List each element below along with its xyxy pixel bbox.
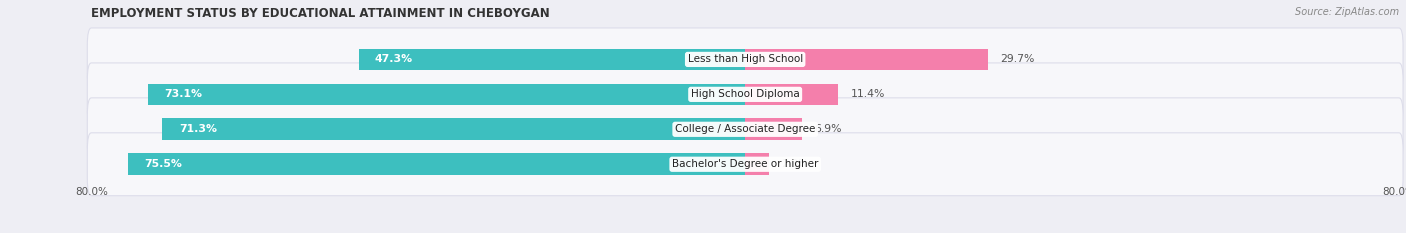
Text: High School Diploma: High School Diploma — [690, 89, 800, 99]
Text: 11.4%: 11.4% — [851, 89, 884, 99]
Legend: In Labor Force, Unemployed: In Labor Force, Unemployed — [652, 231, 838, 233]
Bar — [163, 118, 745, 140]
Text: 2.9%: 2.9% — [782, 159, 808, 169]
Bar — [128, 154, 745, 175]
Bar — [148, 84, 745, 105]
Text: College / Associate Degree: College / Associate Degree — [675, 124, 815, 134]
Text: 6.9%: 6.9% — [814, 124, 841, 134]
Bar — [745, 84, 838, 105]
FancyBboxPatch shape — [87, 133, 1403, 196]
Text: 71.3%: 71.3% — [179, 124, 217, 134]
Text: Source: ZipAtlas.com: Source: ZipAtlas.com — [1295, 7, 1399, 17]
Text: Less than High School: Less than High School — [688, 55, 803, 64]
Bar — [745, 154, 769, 175]
FancyBboxPatch shape — [87, 28, 1403, 91]
Bar — [745, 49, 988, 70]
Text: 73.1%: 73.1% — [165, 89, 202, 99]
FancyBboxPatch shape — [87, 98, 1403, 161]
Text: 75.5%: 75.5% — [145, 159, 183, 169]
Bar — [745, 118, 801, 140]
Text: 29.7%: 29.7% — [1000, 55, 1035, 64]
FancyBboxPatch shape — [87, 63, 1403, 126]
Text: 47.3%: 47.3% — [375, 55, 413, 64]
Bar — [359, 49, 745, 70]
Text: EMPLOYMENT STATUS BY EDUCATIONAL ATTAINMENT IN CHEBOYGAN: EMPLOYMENT STATUS BY EDUCATIONAL ATTAINM… — [91, 7, 550, 20]
Text: Bachelor's Degree or higher: Bachelor's Degree or higher — [672, 159, 818, 169]
